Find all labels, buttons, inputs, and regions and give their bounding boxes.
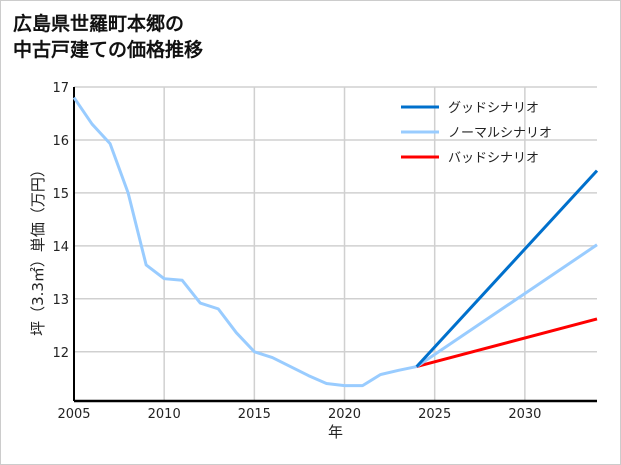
x-axis-label: 年 xyxy=(328,423,343,441)
legend-label: グッドシナリオ xyxy=(448,101,539,116)
x-tick-label: 2015 xyxy=(238,407,271,422)
y-tick-label: 14 xyxy=(52,240,69,255)
y-tick-label: 16 xyxy=(52,134,69,149)
y-tick-label: 15 xyxy=(52,187,69,202)
y-tick-label: 17 xyxy=(52,81,69,96)
title-line-1: 広島県世羅町本郷の xyxy=(13,13,185,35)
legend-label: ノーマルシナリオ xyxy=(448,126,552,141)
y-tick-label: 13 xyxy=(52,293,69,308)
legend-label: バッドシナリオ xyxy=(448,151,539,166)
series-line-2 xyxy=(415,243,598,368)
series-line-3 xyxy=(416,317,598,369)
chart-title: 広島県世羅町本郷の 中古戸建ての価格推移 xyxy=(13,11,203,63)
y-axis-label: 坪（3.3㎡）単価（万円） xyxy=(29,162,47,336)
series-line-0 xyxy=(72,96,417,388)
x-tick-label: 2005 xyxy=(57,407,90,422)
x-tick-label: 2010 xyxy=(148,407,181,422)
x-tick-label: 2030 xyxy=(508,407,541,422)
title-line-2: 中古戸建ての価格推移 xyxy=(13,39,204,61)
x-tick-label: 2025 xyxy=(418,407,451,422)
series-line-1 xyxy=(415,169,599,368)
x-tick-label: 2020 xyxy=(328,407,361,422)
y-tick-label: 12 xyxy=(52,346,69,361)
